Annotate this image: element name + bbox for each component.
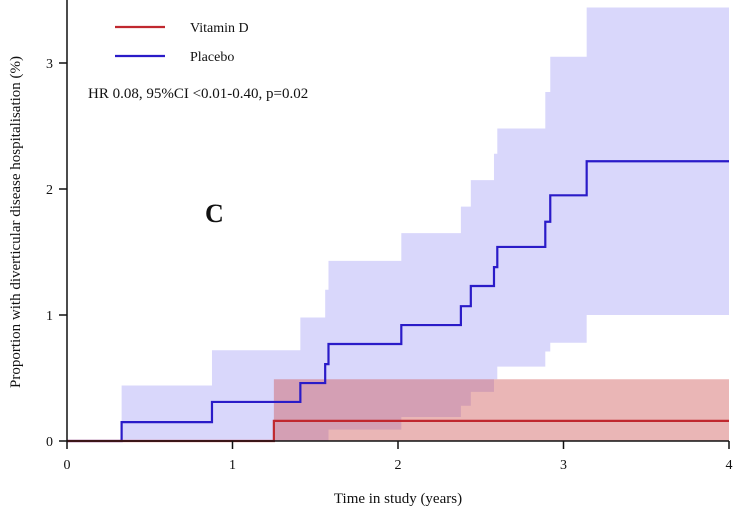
y-axis-label: Proportion with diverticular disease hos… [8, 56, 24, 388]
axes: 0 1 2 3 4 0 1 2 3 [46, 0, 733, 473]
y-tick-label: 2 [46, 183, 53, 198]
x-tick-label: 0 [64, 458, 71, 473]
legend-label-vitamin-d: Vitamin D [190, 21, 249, 36]
legend-label-placebo: Placebo [190, 50, 234, 65]
panel-label: C [205, 199, 224, 228]
legend: Vitamin D Placebo [115, 21, 249, 65]
ci-band-placebo [67, 7, 729, 442]
x-tick-label: 2 [395, 458, 402, 473]
y-tick-label: 0 [46, 435, 53, 450]
x-axis-label: Time in study (years) [334, 491, 462, 507]
x-tick-label: 1 [229, 458, 236, 473]
ci-band-vitamin-d [67, 379, 729, 441]
curve-placebo [67, 160, 729, 443]
x-tick-label: 3 [560, 458, 567, 473]
x-tick-label: 4 [726, 458, 733, 473]
hr-annotation: HR 0.08, 95%CI <0.01-0.40, p=0.02 [88, 86, 308, 102]
y-tick-label: 1 [46, 309, 53, 324]
y-tick-label: 3 [46, 57, 53, 72]
